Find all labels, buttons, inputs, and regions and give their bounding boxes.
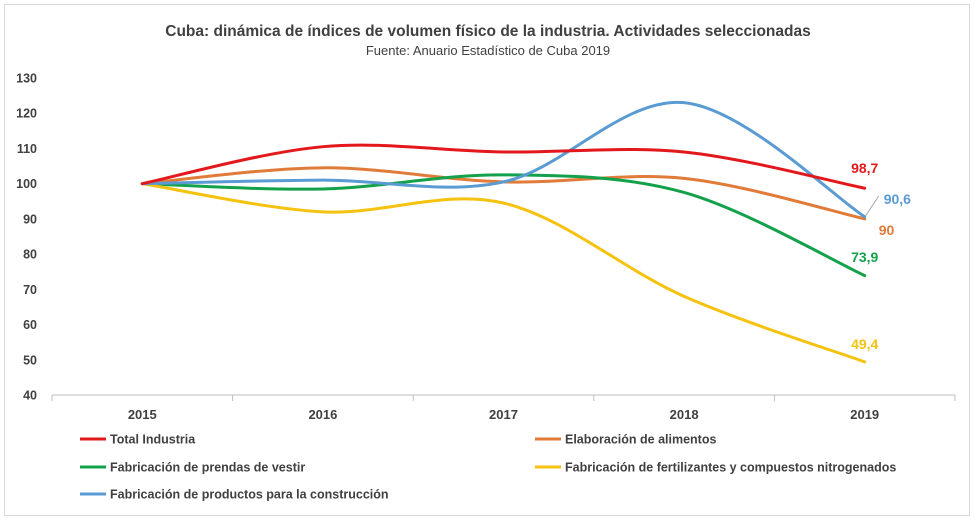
y-tick-label: 110	[17, 142, 37, 156]
series-line	[140, 173, 867, 278]
data-label: 98,7	[851, 160, 878, 176]
x-tick-label: 2016	[308, 407, 337, 422]
y-tick-label: 90	[23, 212, 37, 226]
y-tick-label: 40	[23, 389, 37, 403]
y-tick-label: 70	[23, 283, 37, 297]
y-tick-label: 130	[16, 72, 37, 86]
legend-item: Fabricación de fertilizantes y compuesto…	[535, 461, 896, 475]
x-tick-label: 2018	[670, 407, 699, 422]
x-tick-label: 2019	[850, 407, 879, 422]
legend-label: Elaboración de alimentos	[565, 433, 716, 447]
data-label: 90	[879, 222, 895, 238]
x-tick-label: 2015	[128, 407, 157, 422]
chart-title: Cuba: dinámica de índices de volumen fís…	[165, 23, 810, 40]
y-tick-label: 50	[23, 353, 37, 367]
legend-label: Total Industria	[110, 433, 196, 447]
y-tick-label: 120	[16, 107, 37, 121]
series-line	[140, 182, 867, 364]
series-line	[140, 100, 867, 219]
legend-label: Fabricación de productos para la constru…	[110, 488, 389, 502]
y-tick-label: 100	[16, 177, 37, 191]
y-tick-label: 80	[23, 248, 37, 262]
legend-item: Fabricación de prendas de vestir	[80, 461, 305, 475]
data-label-leader	[865, 195, 880, 217]
chart-subtitle: Fuente: Anuario Estadístico de Cuba 2019	[366, 43, 610, 58]
legend-item: Total Industria	[80, 433, 196, 447]
legend-label: Fabricación de fertilizantes y compuesto…	[565, 461, 896, 475]
data-label: 49,4	[851, 336, 878, 352]
x-tick-label: 2017	[489, 407, 518, 422]
chart-frame	[4, 4, 970, 516]
data-label: 73,9	[851, 249, 878, 265]
y-tick-label: 60	[23, 318, 37, 332]
data-label: 90,6	[884, 191, 911, 207]
series-line	[140, 143, 867, 190]
legend-item: Fabricación de productos para la constru…	[80, 488, 389, 502]
legend-item: Elaboración de alimentos	[535, 433, 716, 447]
legend-label: Fabricación de prendas de vestir	[110, 461, 305, 475]
